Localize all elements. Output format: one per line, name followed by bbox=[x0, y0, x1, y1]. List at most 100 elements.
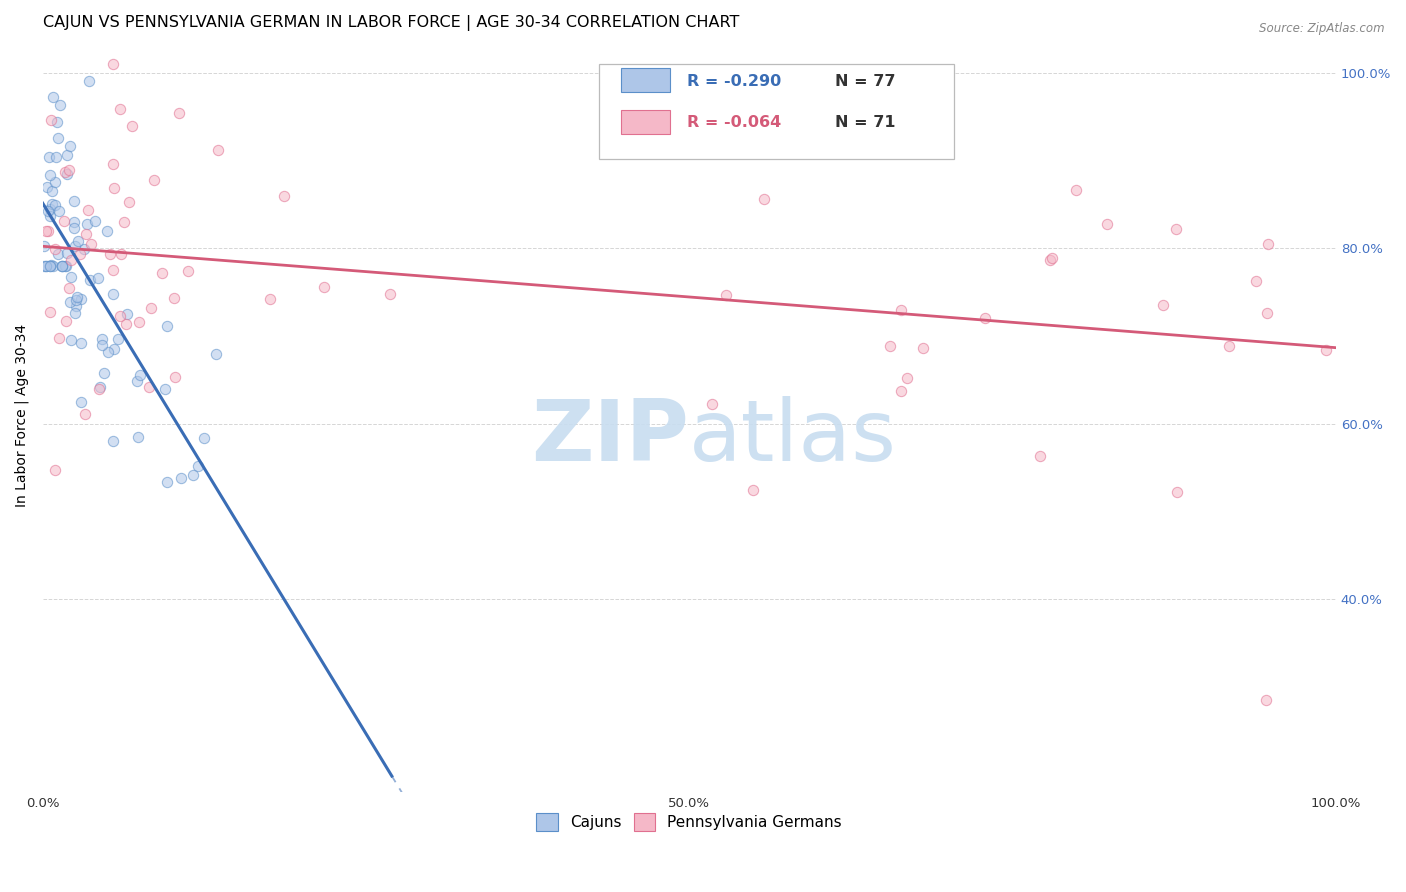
Point bbox=[97, 345, 120, 359]
Point bbox=[165, 370, 187, 384]
Point bbox=[39, 202, 62, 217]
Point bbox=[39, 259, 62, 273]
Point bbox=[193, 431, 215, 445]
Point bbox=[896, 371, 918, 385]
Text: N = 77: N = 77 bbox=[835, 74, 896, 89]
Point bbox=[56, 246, 79, 260]
Point bbox=[108, 103, 131, 117]
Point bbox=[44, 242, 66, 256]
Point bbox=[39, 259, 62, 273]
Point bbox=[1166, 485, 1188, 500]
Point bbox=[107, 332, 129, 346]
Point bbox=[90, 332, 112, 346]
Point bbox=[1095, 217, 1118, 231]
Point bbox=[63, 194, 86, 208]
Point bbox=[108, 309, 131, 323]
Point bbox=[890, 384, 912, 398]
Point bbox=[65, 299, 87, 313]
Point bbox=[89, 380, 111, 394]
Point bbox=[974, 310, 997, 325]
Point bbox=[101, 434, 124, 448]
Point bbox=[1029, 449, 1052, 463]
Point bbox=[53, 259, 76, 273]
Point bbox=[59, 295, 82, 310]
Point bbox=[35, 259, 58, 273]
Point bbox=[91, 337, 114, 351]
Point bbox=[139, 301, 162, 315]
Text: Source: ZipAtlas.com: Source: ZipAtlas.com bbox=[1260, 22, 1385, 36]
Point bbox=[42, 90, 65, 104]
Point bbox=[46, 131, 69, 145]
Point bbox=[170, 471, 193, 485]
Point bbox=[48, 247, 70, 261]
Point bbox=[35, 224, 58, 238]
Point bbox=[77, 74, 100, 88]
Point bbox=[73, 242, 96, 256]
Point bbox=[1042, 251, 1064, 265]
Point bbox=[76, 217, 98, 231]
Point bbox=[890, 302, 912, 317]
Point bbox=[34, 259, 56, 273]
Point bbox=[1038, 252, 1060, 267]
Point bbox=[70, 336, 93, 351]
Point bbox=[80, 236, 103, 251]
Point bbox=[77, 202, 100, 217]
Point bbox=[711, 119, 734, 133]
Point bbox=[314, 280, 336, 294]
Point bbox=[103, 342, 125, 356]
Point bbox=[378, 286, 401, 301]
FancyBboxPatch shape bbox=[620, 110, 669, 134]
Point bbox=[103, 181, 125, 195]
Point bbox=[44, 198, 66, 212]
Point bbox=[75, 227, 97, 242]
Point bbox=[51, 259, 73, 273]
Point bbox=[716, 287, 738, 301]
Point bbox=[110, 246, 132, 260]
Legend: Cajuns, Pennsylvania Germans: Cajuns, Pennsylvania Germans bbox=[530, 807, 848, 837]
Point bbox=[1315, 343, 1337, 357]
Point bbox=[156, 319, 179, 334]
Point bbox=[181, 467, 204, 482]
Point bbox=[101, 287, 124, 301]
Point bbox=[59, 139, 82, 153]
Point bbox=[177, 264, 200, 278]
Point bbox=[39, 168, 62, 182]
Point bbox=[63, 215, 86, 229]
Point bbox=[37, 224, 59, 238]
Point bbox=[1257, 236, 1279, 251]
Point bbox=[101, 156, 124, 170]
Point bbox=[58, 163, 80, 178]
Point bbox=[48, 204, 70, 219]
Text: R = -0.064: R = -0.064 bbox=[686, 115, 780, 130]
FancyBboxPatch shape bbox=[599, 64, 955, 159]
Point bbox=[41, 184, 63, 198]
Point bbox=[60, 334, 83, 348]
Point bbox=[44, 463, 66, 477]
FancyBboxPatch shape bbox=[620, 69, 669, 93]
Point bbox=[911, 341, 934, 355]
Point bbox=[65, 293, 87, 307]
Point bbox=[53, 165, 76, 179]
Point bbox=[38, 150, 60, 164]
Point bbox=[138, 380, 160, 394]
Point bbox=[114, 317, 136, 331]
Point bbox=[128, 315, 150, 329]
Point bbox=[700, 397, 723, 411]
Point bbox=[75, 408, 97, 422]
Point bbox=[273, 189, 295, 203]
Point bbox=[156, 475, 179, 489]
Text: N = 71: N = 71 bbox=[835, 115, 896, 130]
Point bbox=[39, 305, 62, 319]
Text: CAJUN VS PENNSYLVANIA GERMAN IN LABOR FORCE | AGE 30-34 CORRELATION CHART: CAJUN VS PENNSYLVANIA GERMAN IN LABOR FO… bbox=[42, 15, 740, 31]
Point bbox=[51, 259, 73, 273]
Point bbox=[207, 143, 229, 157]
Point bbox=[1218, 339, 1240, 353]
Point bbox=[45, 115, 67, 129]
Point bbox=[205, 346, 228, 360]
Point bbox=[879, 338, 901, 352]
Point bbox=[87, 382, 110, 396]
Point bbox=[127, 430, 149, 444]
Point bbox=[150, 266, 173, 280]
Point bbox=[112, 215, 135, 229]
Point bbox=[41, 258, 63, 272]
